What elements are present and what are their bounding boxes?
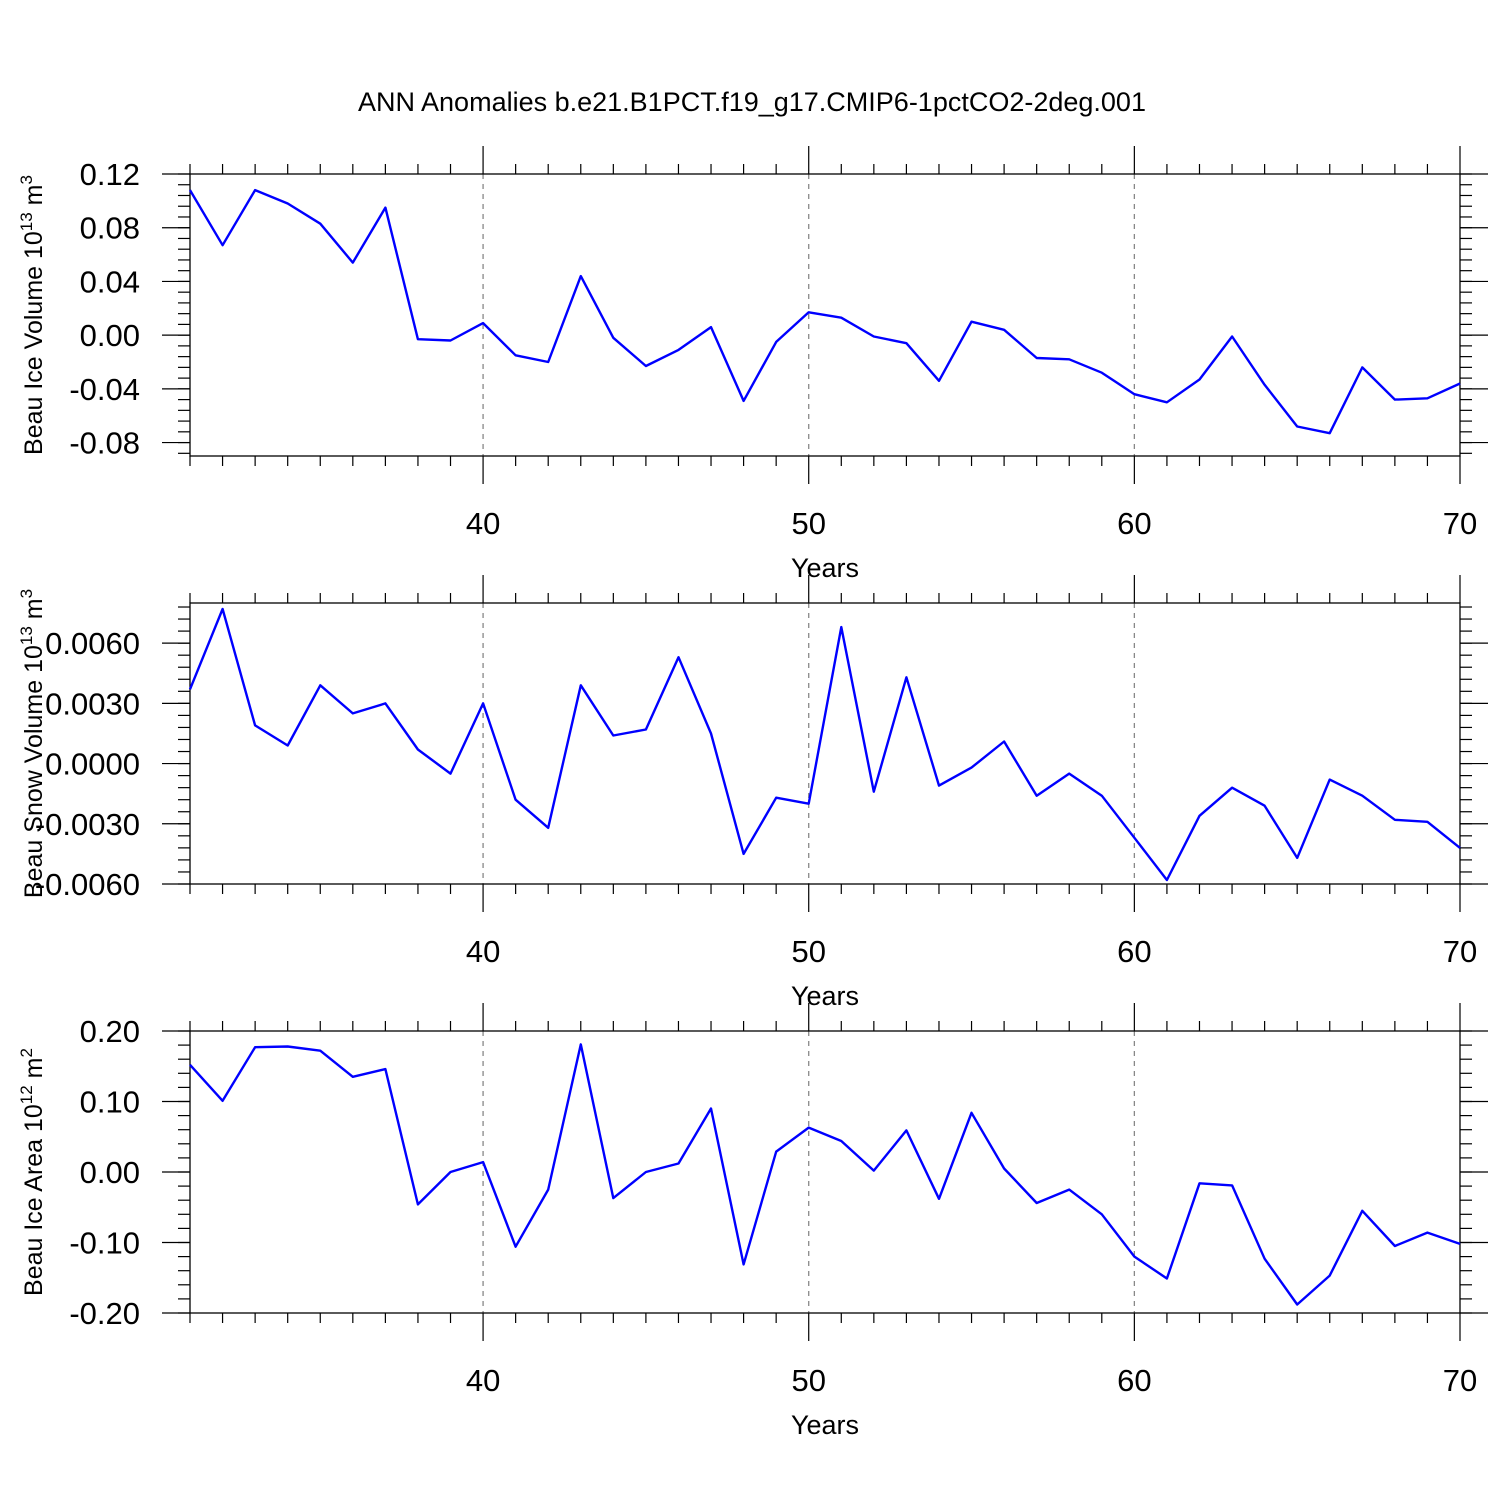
x-tick-label-70: 70	[1443, 506, 1477, 541]
y-tick-label-0.10: 0.10	[80, 1085, 140, 1120]
chart-panel-3: 40 50 60 70 0.20 0.10 0.00 -0.10 -0.20 Years Beau …	[17, 1003, 1488, 1440]
y-tick-label--0.20: -0.20	[69, 1296, 140, 1331]
y-tick-label-0.20: 0.20	[80, 1014, 140, 1049]
plot-frame	[189, 1030, 1461, 1314]
x-axis-label: Years	[791, 981, 859, 1011]
x-axis-label: Years	[791, 1410, 859, 1440]
y-tick-label-0.12: 0.12	[80, 157, 140, 192]
x-tick-label-70: 70	[1443, 1363, 1477, 1398]
chart-panel-2: 40 50 60 70 0.0060 0.0030 0.0000 -0.0030 -0.0060…	[17, 575, 1488, 1011]
series-line	[188, 607, 1461, 882]
series-line	[188, 188, 1461, 435]
y-tick-label-0.0030: 0.0030	[45, 686, 140, 721]
x-axis-label: Years	[791, 553, 859, 583]
x-tick-label-40: 40	[466, 934, 500, 969]
y-tick-label--0.04: -0.04	[69, 372, 140, 407]
y-tick-label--0.0060: -0.0060	[35, 867, 140, 902]
y-tick-label-0.00: 0.00	[80, 1155, 140, 1190]
y-axis-label: Beau Ice Area 1012 m2	[17, 1048, 48, 1296]
y-tick-label-0.0060: 0.0060	[45, 626, 140, 661]
x-tick-label-60: 60	[1117, 934, 1151, 969]
plot-frame	[189, 173, 1461, 457]
y-tick-label-0.04: 0.04	[80, 264, 140, 299]
y-tick-label-0.0000: 0.0000	[45, 747, 140, 782]
y-tick-label-0.00: 0.00	[80, 318, 140, 353]
y-axis-label: Beau Snow Volume 1013 m3	[17, 589, 48, 898]
figure-title: ANN Anomalies b.e21.B1PCT.f19_g17.CMIP6-…	[358, 87, 1146, 117]
y-axis-label: Beau Ice Volume 1013 m3	[17, 175, 48, 455]
x-tick-label-50: 50	[791, 1363, 825, 1398]
y-tick-label--0.10: -0.10	[69, 1226, 140, 1261]
chart-panel-1: 40 50 60 70 0.12 0.08 0.04 0.00 -0.04 -0.08 Years B…	[17, 146, 1488, 583]
x-tick-label-60: 60	[1117, 1363, 1151, 1398]
x-tick-label-40: 40	[466, 506, 500, 541]
y-tick-label--0.0030: -0.0030	[35, 807, 140, 842]
x-tick-label-50: 50	[791, 934, 825, 969]
x-tick-label-50: 50	[791, 506, 825, 541]
y-tick-label--0.08: -0.08	[69, 426, 140, 461]
x-tick-label-70: 70	[1443, 934, 1477, 969]
x-tick-label-60: 60	[1117, 506, 1151, 541]
x-tick-label-40: 40	[466, 1363, 500, 1398]
y-tick-label-0.08: 0.08	[80, 211, 140, 246]
plot-frame	[189, 602, 1461, 885]
series-line	[189, 1043, 1461, 1306]
